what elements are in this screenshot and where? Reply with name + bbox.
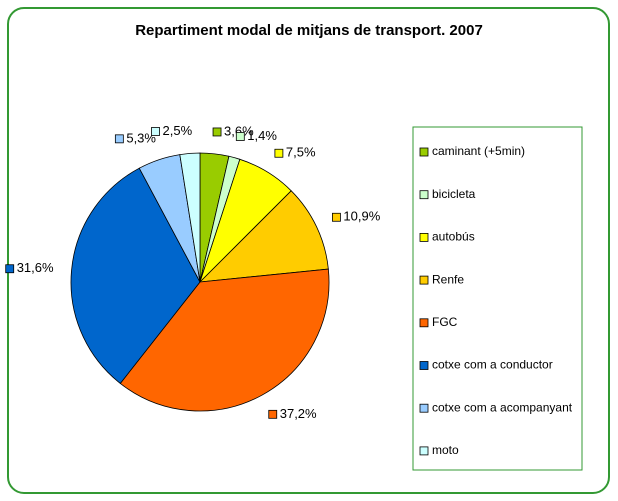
legend-label: bicicleta — [432, 187, 476, 201]
pie-slice — [179, 152, 201, 283]
legend-label: moto — [432, 443, 459, 457]
data-label-swatch — [235, 132, 245, 141]
legend-box — [412, 126, 583, 471]
legend-label: caminant (+5min) — [432, 144, 525, 158]
data-label: 3,6% — [224, 123, 254, 138]
legend-swatch — [419, 446, 429, 456]
data-label-swatch — [212, 127, 222, 137]
data-label: 10,9% — [343, 209, 380, 224]
legend-label: cotxe com a acompanyant — [432, 400, 573, 414]
legend-swatch — [419, 403, 429, 413]
data-label: 31,6% — [17, 260, 54, 275]
data-label: 5,3% — [126, 130, 156, 145]
pie-slice — [119, 268, 330, 412]
data-label-swatch — [274, 148, 284, 158]
data-label: 2,5% — [163, 123, 193, 138]
legend-swatch — [419, 232, 429, 242]
data-label-swatch — [268, 409, 278, 419]
data-label-swatch — [332, 212, 341, 222]
legend-swatch — [419, 275, 429, 285]
legend-label: cotxe com a conductor — [432, 358, 553, 372]
legend-swatch — [419, 147, 429, 157]
data-label: 7,5% — [286, 145, 316, 160]
data-label-swatch — [114, 134, 124, 144]
legend-swatch — [419, 190, 429, 200]
legend-label: FGC — [432, 315, 458, 329]
pie-slice — [198, 190, 329, 283]
data-label-swatch — [5, 264, 15, 274]
data-label: 1,4% — [247, 128, 277, 143]
legend-swatch — [419, 318, 429, 328]
legend-label: autobús — [432, 230, 475, 244]
data-label: 37,2% — [280, 406, 317, 421]
data-label-swatch — [151, 127, 160, 136]
legend-swatch — [419, 361, 429, 370]
legend-label: Renfe — [432, 272, 464, 286]
chart-title: Repartiment modal de mitjans de transpor… — [135, 22, 483, 39]
